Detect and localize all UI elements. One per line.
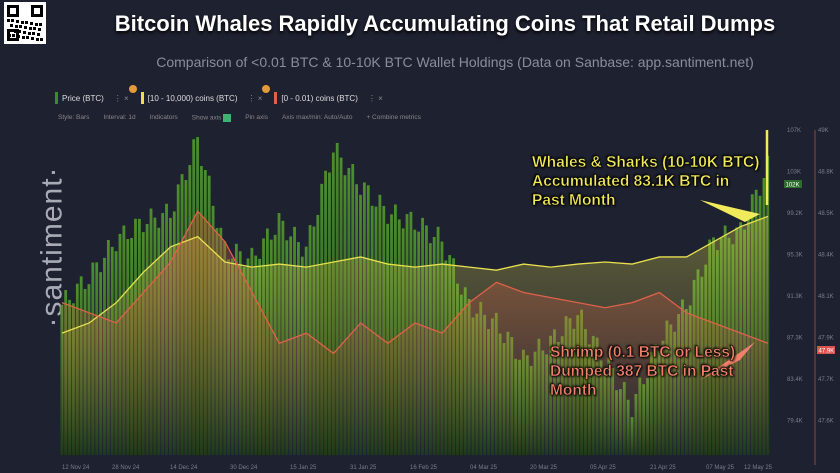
left-axis-tick: 99.2K bbox=[787, 211, 803, 217]
x-axis-tick: 30 Dec 24 bbox=[230, 465, 258, 471]
value-badge bbox=[817, 346, 835, 354]
left-axis-tick: 91.3K bbox=[787, 294, 803, 300]
left-axis-tick: 107K bbox=[787, 128, 801, 134]
legend-swatch bbox=[140, 92, 144, 104]
right-axis-tick: 49K bbox=[818, 128, 829, 134]
left-axis-tick: 87.3K bbox=[787, 336, 803, 342]
right-axis-tick: 47.7K bbox=[818, 377, 834, 383]
pin-axis-toggle[interactable]: Pin axis bbox=[245, 114, 268, 121]
metric-legend: Price (BTC) ⋮ × [10 - 10,000) coins (BTC)… bbox=[55, 85, 383, 104]
x-axis-tick: 07 May 25 bbox=[706, 465, 735, 471]
warning-icon bbox=[262, 85, 271, 93]
x-axis-tick: 16 Feb 25 bbox=[410, 465, 438, 471]
right-axis-tick: 47.6K bbox=[818, 419, 834, 425]
left-axis-tick: 95.3K bbox=[787, 253, 803, 259]
page-title: Bitcoin Whales Rapidly Accumulating Coin… bbox=[114, 11, 776, 36]
interval-dropdown[interactable]: Interval: 1d bbox=[103, 114, 136, 121]
left-axis-tick: 83.4K bbox=[787, 377, 803, 383]
annotation-shrimp: Shrimp (0.1 BTC or Less) Dumped 387 BTC … bbox=[550, 344, 736, 399]
x-axis-tick: 04 Mar 25 bbox=[470, 465, 498, 471]
close-icon[interactable]: ⋮ × bbox=[367, 93, 383, 103]
close-icon[interactable]: ⋮ × bbox=[113, 93, 129, 103]
legend-shrimp[interactable]: [0 - 0.01) coins (BTC) ⋮ × bbox=[262, 85, 383, 104]
right-axis-tick: 48.8K bbox=[818, 170, 834, 176]
legend-label: Price (BTC) bbox=[62, 93, 104, 103]
price-bar bbox=[60, 304, 64, 455]
x-axis-tick: 12 May 25 bbox=[744, 465, 773, 471]
x-axis-tick: 20 Mar 25 bbox=[530, 465, 558, 471]
left-axis-tick: 103K bbox=[787, 170, 801, 176]
legend-price[interactable]: Price (BTC) ⋮ × bbox=[55, 92, 129, 104]
x-axis-tick: 28 Nov 24 bbox=[112, 465, 140, 471]
right-axis-tick: 48.4K bbox=[818, 253, 834, 259]
value-badge-text: 102K bbox=[786, 182, 800, 188]
right-axis-tick: 48.5K bbox=[818, 211, 834, 217]
show-axis-label: Show axis bbox=[191, 114, 222, 122]
x-axis-tick: 14 Dec 24 bbox=[170, 465, 198, 471]
indicators-dropdown[interactable]: Indicators bbox=[149, 114, 178, 121]
qr-code bbox=[4, 2, 46, 44]
chart-toolbar: Style: Bars Interval: 1d Indicators Show… bbox=[58, 114, 421, 122]
x-axis-tick: 31 Jan 25 bbox=[350, 465, 377, 471]
combine-metrics-button[interactable]: + Combine metrics bbox=[366, 114, 421, 121]
show-axis-toggle[interactable]: Show axis bbox=[191, 114, 232, 122]
value-badge bbox=[784, 180, 802, 188]
value-badge-text: 47.9K bbox=[819, 348, 835, 354]
axis-minmax-dropdown[interactable]: Axis max/min: Auto/Auto bbox=[282, 114, 353, 121]
legend-swatch bbox=[274, 92, 278, 104]
x-axis-tick: 05 Apr 25 bbox=[590, 465, 616, 471]
whales-arrow-head bbox=[700, 200, 760, 222]
right-axis-tick: 48.1K bbox=[818, 294, 834, 300]
legend-swatch bbox=[55, 92, 58, 104]
style-dropdown[interactable]: Style: Bars bbox=[58, 114, 90, 121]
shrimp-arrow-head bbox=[700, 342, 755, 380]
series-area bbox=[62, 211, 768, 455]
right-axis-tick: 47.9K bbox=[818, 336, 834, 342]
legend-whales[interactable]: [10 - 10,000) coins (BTC) ⋮ × bbox=[128, 85, 263, 104]
close-icon[interactable]: ⋮ × bbox=[247, 93, 263, 103]
warning-icon bbox=[128, 85, 137, 93]
left-axis-tick: 79.4K bbox=[787, 419, 803, 425]
x-axis-tick: 15 Jan 25 bbox=[290, 465, 317, 471]
checkbox-icon[interactable] bbox=[223, 114, 232, 122]
x-axis-tick: 12 Nov 24 bbox=[62, 465, 90, 471]
legend-label: [0 - 0.01) coins (BTC) bbox=[281, 93, 358, 103]
x-axis-tick: 21 Apr 25 bbox=[650, 465, 676, 471]
subtitle: Comparison of <0.01 BTC & 10-10K BTC Wal… bbox=[156, 54, 754, 70]
annotation-whales: Whales & Sharks (10-10K BTC) Accumulated… bbox=[532, 154, 760, 209]
legend-label: [10 - 10,000) coins (BTC) bbox=[147, 93, 238, 103]
